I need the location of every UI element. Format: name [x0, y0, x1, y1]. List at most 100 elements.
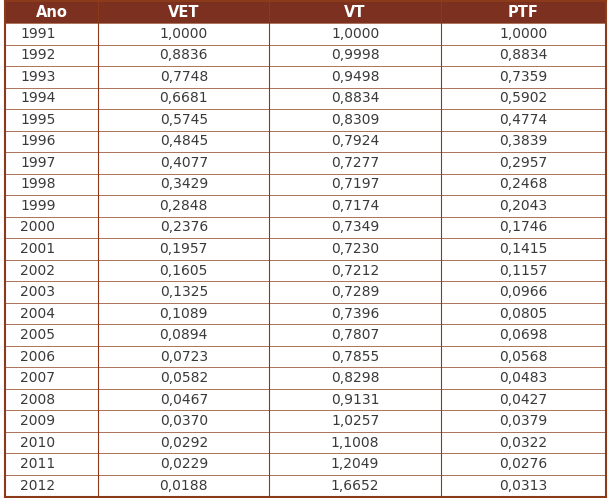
Bar	[98, 174, 269, 195]
Bar	[269, 44, 441, 66]
Text: 0,7289: 0,7289	[331, 285, 379, 299]
Bar	[5, 238, 98, 260]
Text: 0,0276: 0,0276	[499, 457, 547, 471]
Text: 0,2043: 0,2043	[499, 199, 547, 213]
Text: 0,8834: 0,8834	[331, 91, 379, 106]
Bar	[441, 368, 606, 389]
Bar	[98, 23, 269, 44]
Text: 0,2468: 0,2468	[499, 177, 547, 191]
Text: 0,0322: 0,0322	[499, 436, 547, 450]
Bar	[441, 1, 606, 23]
Bar	[269, 432, 441, 454]
Text: 0,4774: 0,4774	[499, 113, 547, 127]
Bar	[5, 217, 98, 238]
Bar	[98, 109, 269, 130]
Text: 0,1157: 0,1157	[499, 263, 547, 277]
Text: 1993: 1993	[20, 70, 56, 84]
Text: 0,5745: 0,5745	[159, 113, 208, 127]
Text: 0,0568: 0,0568	[499, 350, 547, 364]
Text: 2009: 2009	[20, 414, 55, 428]
Text: 0,0894: 0,0894	[159, 328, 208, 342]
Text: 0,0805: 0,0805	[499, 307, 547, 321]
Bar	[441, 303, 606, 324]
Bar	[441, 410, 606, 432]
Text: 0,2376: 0,2376	[159, 221, 208, 235]
Text: 0,7197: 0,7197	[331, 177, 379, 191]
Bar	[441, 475, 606, 497]
Bar	[269, 23, 441, 44]
Text: 0,0427: 0,0427	[499, 392, 547, 407]
Bar	[269, 389, 441, 410]
Text: 1,0000: 1,0000	[499, 27, 547, 41]
Text: 2005: 2005	[20, 328, 55, 342]
Bar	[441, 346, 606, 368]
Bar	[441, 130, 606, 152]
Bar	[441, 23, 606, 44]
Bar	[5, 66, 98, 88]
Bar	[98, 303, 269, 324]
Bar	[269, 174, 441, 195]
Text: 0,9998: 0,9998	[331, 48, 379, 62]
Text: 0,7174: 0,7174	[331, 199, 379, 213]
Bar	[98, 346, 269, 368]
Text: 1995: 1995	[20, 113, 56, 127]
Bar	[441, 281, 606, 303]
Text: 1,2049: 1,2049	[331, 457, 379, 471]
Bar	[98, 130, 269, 152]
Text: 2003: 2003	[20, 285, 55, 299]
Bar	[269, 217, 441, 238]
Text: 0,0379: 0,0379	[499, 414, 547, 428]
Text: 2000: 2000	[20, 221, 55, 235]
Text: 0,8836: 0,8836	[159, 48, 208, 62]
Text: VET: VET	[168, 5, 200, 20]
Text: 2011: 2011	[20, 457, 56, 471]
Bar	[5, 88, 98, 109]
Bar	[98, 88, 269, 109]
Text: 0,7212: 0,7212	[331, 263, 379, 277]
Text: 0,1746: 0,1746	[499, 221, 547, 235]
Text: 0,7924: 0,7924	[331, 134, 379, 148]
Text: 0,0966: 0,0966	[499, 285, 547, 299]
Text: 1994: 1994	[20, 91, 56, 106]
Text: 0,4077: 0,4077	[159, 156, 208, 170]
Text: 0,1325: 0,1325	[159, 285, 208, 299]
Bar	[5, 410, 98, 432]
Text: 0,0229: 0,0229	[159, 457, 208, 471]
Text: 2007: 2007	[20, 371, 55, 385]
Text: 1,0000: 1,0000	[331, 27, 379, 41]
Bar	[441, 195, 606, 217]
Bar	[5, 44, 98, 66]
Bar	[98, 260, 269, 281]
Text: 0,7349: 0,7349	[331, 221, 379, 235]
Text: 0,5902: 0,5902	[499, 91, 547, 106]
Bar	[98, 324, 269, 346]
Text: 1998: 1998	[20, 177, 56, 191]
Bar	[269, 66, 441, 88]
Text: 1999: 1999	[20, 199, 56, 213]
Text: 1,0257: 1,0257	[331, 414, 379, 428]
Text: 0,4845: 0,4845	[159, 134, 208, 148]
Text: 1997: 1997	[20, 156, 56, 170]
Text: 0,7748: 0,7748	[159, 70, 208, 84]
Bar	[5, 260, 98, 281]
Text: 2004: 2004	[20, 307, 55, 321]
Text: 0,1415: 0,1415	[499, 242, 547, 256]
Bar	[98, 410, 269, 432]
Bar	[441, 88, 606, 109]
Bar	[269, 260, 441, 281]
Text: 2012: 2012	[20, 479, 55, 493]
Bar	[269, 1, 441, 23]
Text: 0,0582: 0,0582	[159, 371, 208, 385]
Text: 0,3839: 0,3839	[499, 134, 547, 148]
Bar	[98, 281, 269, 303]
Text: 0,8298: 0,8298	[331, 371, 379, 385]
Text: 2006: 2006	[20, 350, 55, 364]
Text: 1991: 1991	[20, 27, 56, 41]
Bar	[441, 389, 606, 410]
Text: 0,0483: 0,0483	[499, 371, 547, 385]
Text: 2010: 2010	[20, 436, 55, 450]
Bar	[98, 454, 269, 475]
Bar	[269, 475, 441, 497]
Bar	[98, 1, 269, 23]
Bar	[5, 303, 98, 324]
